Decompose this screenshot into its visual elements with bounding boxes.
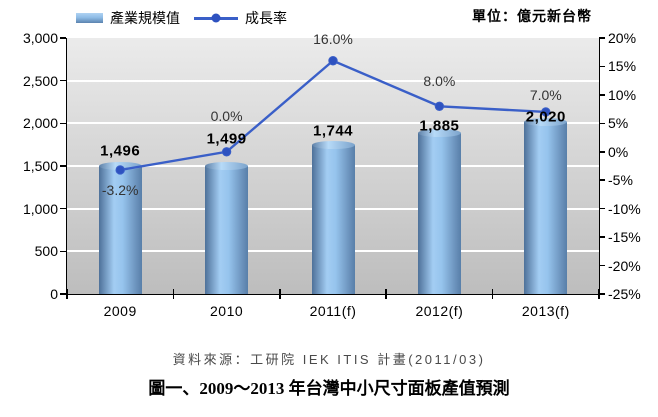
legend: 產業規模值 成長率 (76, 8, 287, 28)
bar-2011(f) (311, 141, 355, 294)
legend-label-bar-series: 產業規模值 (110, 10, 180, 26)
bar-2010 (205, 162, 249, 294)
y-axis-left-tick (60, 165, 66, 167)
y-axis-right-tick (599, 293, 605, 295)
legend-label-line-series: 成長率 (245, 10, 287, 26)
growth-line (115, 56, 551, 175)
y-axis-right-line (598, 38, 600, 295)
figure-caption: 圖一、2009～2013 年台灣中小尺寸面板產值預測 (148, 379, 510, 398)
y-axis-left-label: 3,000 (22, 30, 58, 46)
gridline (67, 122, 599, 125)
y-axis-right-tick (599, 65, 605, 68)
x-axis-tick (491, 288, 494, 299)
bar-cap-icon (417, 129, 461, 138)
growth-point-marker-icon (328, 56, 338, 66)
growth-point-marker-icon (115, 165, 125, 175)
bar-cap-icon (205, 162, 249, 171)
y-axis-right-tick (599, 179, 605, 181)
x-axis-category-label: 2011(f) (309, 303, 357, 319)
growth-value-label: 7.0% (529, 86, 562, 103)
y-axis-right-label: -15% (608, 229, 641, 246)
bar-series-swatch-icon (76, 13, 103, 23)
x-axis-line (63, 293, 601, 295)
y-axis-right-tick (599, 94, 605, 96)
y-axis-right-label: 20% (608, 30, 637, 46)
y-axis-right-label: -5% (608, 172, 633, 189)
y-axis-right-tick (599, 37, 605, 39)
y-axis-right-tick (599, 151, 605, 153)
y-axis-right-label: 15% (608, 58, 637, 75)
x-axis-category-label: 2009 (103, 303, 137, 319)
bar-value-label: 1,496 (100, 142, 141, 160)
x-axis-category-label: 2012(f) (415, 303, 464, 319)
bar-cap-icon (524, 117, 568, 126)
y-axis-left-line (65, 38, 67, 295)
growth-line-path (119, 59, 546, 172)
y-axis-left-tick (60, 37, 66, 39)
growth-value-label: -3.2% (101, 181, 139, 198)
gridline (67, 79, 599, 82)
y-axis-left-tick (60, 207, 66, 210)
bar-2013(f) (524, 117, 568, 294)
y-axis-right-tick (599, 207, 605, 210)
y-axis-right-label: 5% (608, 115, 629, 132)
y-axis-left-label: 1,000 (22, 200, 58, 217)
y-axis-right-label: 10% (608, 86, 637, 103)
y-axis-right-label: -20% (608, 257, 641, 274)
legend-item-bar-series: 產業規模值 (76, 8, 180, 28)
x-axis-tick (172, 288, 175, 299)
y-axis-left-label: 0 (50, 286, 58, 302)
y-axis-left-tick (60, 122, 66, 125)
x-axis-category-label: 2013(f) (521, 303, 570, 319)
y-axis-right-label: -25% (608, 286, 641, 302)
y-axis-right-tick (599, 236, 605, 238)
x-axis-tick (385, 288, 387, 299)
y-axis-right-label: 0% (608, 143, 629, 160)
y-axis-left-tick (60, 293, 66, 295)
y-axis-right-label: -10% (608, 200, 641, 217)
growth-value-label: 8.0% (423, 73, 456, 90)
bar-2012(f) (417, 129, 461, 294)
growth-point-marker-icon (221, 147, 232, 157)
bar-cap-icon (311, 141, 355, 150)
legend-item-line-series: 成長率 (194, 8, 287, 28)
unit-label: 單位：億元新台幣 (472, 8, 592, 24)
bar-value-label: 2,020 (525, 108, 566, 126)
y-axis-left-label: 2,000 (22, 115, 58, 132)
bar-value-label: 1,885 (419, 117, 460, 135)
line-marker-dot-icon (211, 13, 221, 23)
x-axis-category-label: 2010 (210, 303, 244, 319)
y-axis-left-label: 1,500 (22, 158, 58, 174)
y-axis-right-tick (599, 122, 605, 125)
x-axis-tick (279, 288, 281, 299)
bar-value-label: 1,499 (206, 130, 247, 148)
x-axis-tick (66, 288, 68, 299)
source-note: 資料來源：工研院 IEK ITIS 計畫(2011/03) (172, 352, 486, 367)
y-axis-left-tick (60, 79, 66, 82)
growth-value-label: 0.0% (210, 107, 243, 124)
plot-area: 1,496 1,499 1,744 1,885 2,020 -3.2% 0.0% 16.0% 8… (67, 31, 599, 294)
y-axis-right-tick (599, 264, 605, 267)
bar-value-label: 1,744 (312, 122, 354, 140)
y-axis-left-label: 500 (34, 243, 58, 260)
x-axis-tick (598, 288, 600, 299)
y-axis-left-tick (60, 250, 66, 253)
growth-point-marker-icon (434, 101, 445, 111)
growth-point-marker-icon (541, 107, 551, 117)
line-series-swatch-icon (194, 13, 238, 23)
growth-value-label: 16.0% (313, 30, 353, 47)
y-axis-left-label: 2,500 (22, 72, 58, 89)
